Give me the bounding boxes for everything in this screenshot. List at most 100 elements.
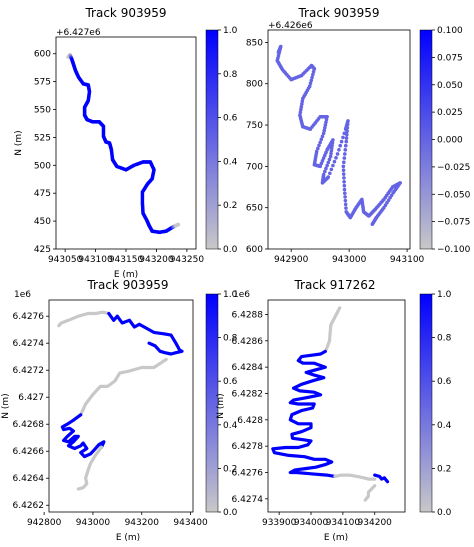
data-point [324, 120, 328, 125]
colorbar-tick-label: 0.8 [223, 334, 238, 344]
x-tick-label: 943100 [78, 255, 113, 265]
chart-title: Track 903959 [297, 6, 379, 20]
y-tick-label: 850 [246, 38, 263, 48]
data-point [328, 171, 332, 176]
y-tick-label: 550 [34, 106, 51, 116]
colorbar-tick-label: 0.6 [437, 377, 452, 387]
track-segment [107, 311, 184, 356]
data-point [316, 146, 320, 151]
data-point [329, 151, 333, 156]
data-point [339, 139, 344, 144]
track-segment [323, 306, 342, 353]
data-point [344, 136, 349, 140]
data-point [329, 167, 334, 172]
data-point [321, 131, 326, 136]
data-point [324, 150, 328, 155]
data-point [346, 119, 350, 123]
data-point [320, 159, 325, 163]
y-tick-label: 6.428 [237, 416, 263, 426]
x-axis-label: E (m) [116, 533, 140, 543]
y-tick-label: 6.4282 [232, 389, 264, 399]
track-segment [57, 310, 111, 328]
data-point [298, 110, 303, 115]
colorbar-tick-label: 0.000 [437, 136, 463, 146]
data-point [327, 157, 332, 162]
data-point [300, 102, 304, 106]
track-segment [373, 473, 390, 484]
data-point [343, 198, 348, 203]
data-point [342, 176, 346, 180]
colorbar-tick-label: 0.075 [437, 53, 463, 63]
x-tick-label: 943000 [76, 518, 111, 528]
track-segment [76, 445, 104, 491]
data-point [322, 128, 327, 133]
colorbar [419, 293, 433, 513]
x-tick-label: 943100 [390, 255, 425, 265]
data-point [338, 143, 343, 148]
data-point [331, 138, 335, 142]
x-tick-label: 934000 [294, 518, 329, 528]
colorbar-tick-label: −0.050 [437, 190, 471, 200]
y-tick-label: 425 [34, 245, 51, 255]
y-ticks: 600 650 700 750 800 850 [246, 38, 268, 255]
track-segment [79, 357, 168, 417]
data-point [323, 125, 327, 130]
x-tick-label: 943200 [125, 518, 160, 528]
panel-bottom-right: Track 917262 1e6 6.4274 6.4276 6.4278 6.428… [216, 278, 452, 543]
data-point [344, 139, 349, 144]
x-tick-label: 943050 [48, 255, 83, 265]
colorbar-tick-label: 0.2 [437, 464, 451, 474]
y-tick-label: 6.4264 [13, 474, 45, 484]
chart-title: Track 903959 [86, 278, 168, 292]
data-point [337, 148, 341, 152]
y-offset-label: 1e6 [233, 290, 250, 300]
track-segment [60, 413, 106, 459]
data-point [312, 67, 317, 71]
data-point [323, 153, 327, 158]
x-tick-label: 942900 [274, 255, 309, 265]
y-ticks: 6.4262 6.4264 6.4266 6.4268 6.427 6.4272 6.427… [13, 312, 49, 511]
y-tick-label: 6.4284 [232, 363, 264, 373]
colorbar-tick-label: 0.050 [437, 81, 463, 91]
y-tick-label: 700 [246, 162, 263, 172]
x-ticks: 942900 943000 943100 [274, 249, 425, 265]
data-point [310, 75, 314, 80]
data-point [323, 123, 328, 127]
marks [271, 306, 390, 502]
y-tick-label: 600 [34, 50, 51, 60]
data-point [341, 172, 346, 176]
x-axis-label: E (m) [324, 533, 348, 543]
data-point [311, 69, 316, 74]
marks [275, 44, 402, 227]
data-point [342, 187, 347, 192]
colorbar-ticks: 0.0 0.2 0.4 0.6 0.8 1.0 [218, 26, 238, 255]
y-tick-label: 6.4288 [232, 310, 264, 320]
y-offset-label: 1e6 [14, 290, 31, 300]
y-tick-label: 6.4276 [13, 312, 45, 322]
y-tick-label: 6.4278 [232, 442, 264, 452]
colorbar-tick-label: −0.025 [437, 163, 470, 173]
data-point [318, 140, 322, 145]
data-point [318, 164, 322, 169]
track-segment [363, 484, 377, 502]
x-tick-label: 943250 [170, 255, 205, 265]
plot-area [48, 299, 194, 513]
x-tick-label: 943000 [332, 255, 367, 265]
colorbar-tick-label: 0.8 [437, 334, 452, 344]
data-point [343, 143, 348, 148]
x-tick-label: 943400 [173, 518, 208, 528]
data-point [342, 179, 346, 184]
y-ticks: 6.4274 6.4276 6.4278 6.428 6.4282 6.4284 6.428… [232, 310, 268, 505]
data-point [326, 160, 331, 165]
colorbar-tick-label: 0.2 [223, 464, 237, 474]
data-point [331, 163, 335, 168]
panel-top-right: Track 903959 +6.426e6 600 650 700 750 800 850… [246, 6, 471, 265]
colorbar-tick-label: 0.0 [223, 245, 238, 255]
colorbar-tick-label: 0.8 [223, 70, 238, 80]
data-point [309, 78, 314, 83]
data-point [319, 137, 324, 142]
colorbar [205, 29, 219, 250]
y-tick-label: 6.4268 [13, 420, 45, 430]
colorbar-tick-label: 1.0 [223, 290, 238, 300]
